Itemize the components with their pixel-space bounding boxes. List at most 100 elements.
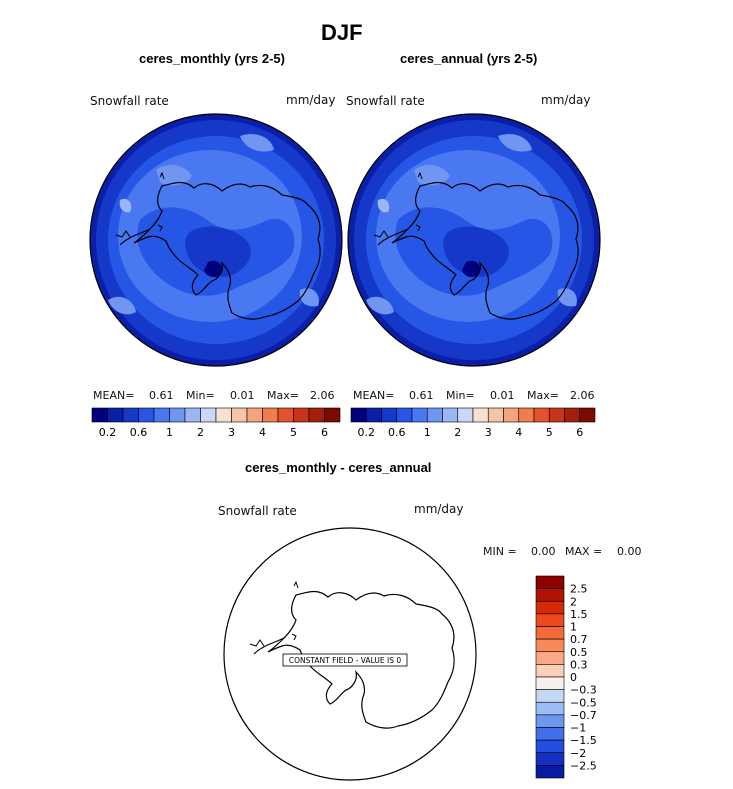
colorbar-swatch [324, 407, 341, 423]
panel-2-max-label: Max= [527, 389, 559, 402]
colorbar-swatch [308, 407, 325, 423]
colorbar-swatch [487, 407, 504, 423]
panel-1-mean-label: MEAN= [93, 389, 135, 402]
colorbar-tick-label: 2 [454, 426, 461, 439]
colorbar-tick-label: 1 [570, 621, 577, 634]
colorbar-swatch [535, 638, 565, 653]
colorbar-swatch [184, 407, 201, 423]
colorbar-swatch [262, 407, 279, 423]
panel-3-max-value: 0.00 [617, 545, 642, 558]
colorbar-swatch [535, 588, 565, 602]
constant-field-annotation: CONSTANT FIELD - VALUE IS 0 [289, 656, 401, 665]
colorbar-swatch [169, 407, 186, 423]
panel-1-units-label: mm/day [286, 93, 336, 107]
panel-3-variable-label: Snowfall rate [218, 504, 297, 518]
panel-1-max-label: Max= [267, 389, 299, 402]
colorbar-swatch [246, 407, 263, 423]
panel-3-map: CONSTANT FIELD - VALUE IS 0 [223, 527, 477, 781]
colorbar-tick-label: 5 [290, 426, 297, 439]
colorbar-swatch [381, 407, 398, 423]
colorbar-swatch [442, 407, 459, 423]
panel-1-min-label: Min= [186, 389, 215, 402]
colorbar-swatch [293, 407, 310, 423]
colorbar-tick-label: 0.6 [130, 426, 148, 439]
colorbar-swatch [535, 739, 565, 754]
colorbar-swatch [122, 407, 139, 423]
colorbar-tick-label: −1 [570, 722, 586, 735]
colorbar-swatch [535, 765, 565, 779]
panel-3-colorbar: 2.521.510.70.50.30−0.3−0.5−0.7−1−1.5−2−2… [535, 575, 597, 779]
colorbar-swatch [535, 664, 565, 678]
colorbar-swatch [535, 676, 565, 690]
colorbar-tick-label: −0.3 [570, 684, 597, 697]
panel-1-title: ceres_monthly (yrs 2-5) [139, 51, 285, 66]
colorbar-swatch [535, 714, 565, 728]
panel-2-variable-label: Snowfall rate [346, 94, 425, 108]
colorbar-swatch [579, 407, 596, 423]
colorbar-swatch [411, 407, 428, 423]
panel-2-max-value: 2.06 [570, 389, 595, 402]
colorbar-tick-label: 4 [515, 426, 522, 439]
colorbar-swatch [535, 752, 565, 766]
colorbar-swatch [564, 407, 581, 423]
colorbar-tick-label: −0.5 [570, 696, 597, 709]
colorbar-swatch [426, 407, 443, 423]
colorbar-swatch [535, 727, 565, 741]
panel-3-max-label: MAX = [565, 545, 603, 558]
colorbar-swatch [277, 407, 294, 423]
colorbar-tick-label: −2 [570, 747, 586, 760]
colorbar-swatch [503, 407, 520, 423]
colorbar-tick-label: 0.2 [99, 426, 117, 439]
colorbar-tick-label: 6 [576, 426, 583, 439]
colorbar-tick-label: 3 [485, 426, 492, 439]
colorbar-swatch [107, 407, 124, 423]
panel-2-colorbar: 0.2 0.6 1 2 3 4 5 6 [350, 407, 596, 439]
panel-3-title: ceres_monthly - ceres_annual [245, 460, 432, 475]
colorbar-tick-label: 1.5 [570, 608, 588, 621]
colorbar-swatch [396, 407, 413, 423]
colorbar-tick-label: −1.5 [570, 734, 597, 747]
colorbar-tick-label: 0.6 [388, 426, 406, 439]
panel-2-title: ceres_annual (yrs 2-5) [400, 51, 538, 66]
colorbar-swatch [535, 613, 565, 627]
colorbar-tick-label: 0.5 [570, 646, 588, 659]
colorbar-swatch [535, 600, 565, 615]
panel-2-units-label: mm/day [541, 93, 591, 107]
constant-field-box [282, 653, 408, 667]
colorbar-swatch [457, 407, 474, 423]
colorbar-swatch [350, 407, 367, 423]
panel-2-min-label: Min= [446, 389, 475, 402]
colorbar-swatch [533, 407, 550, 423]
colorbar-tick-label: 0.7 [570, 633, 588, 646]
colorbar-swatch [535, 689, 565, 703]
colorbar-tick-label: 6 [321, 426, 328, 439]
colorbar-tick-label: 4 [259, 426, 266, 439]
colorbar-tick-label: 2 [197, 426, 204, 439]
colorbar-swatch [472, 407, 489, 423]
panel-1-min-value: 0.01 [230, 389, 255, 402]
colorbar-tick-label: 0.3 [570, 658, 588, 671]
panel-1-map [89, 113, 343, 367]
colorbar-tick-label: 1 [424, 426, 431, 439]
colorbar-swatch [535, 626, 565, 640]
colorbar-swatch [138, 407, 155, 423]
panel-2-mean-label: MEAN= [353, 389, 395, 402]
colorbar-swatch [231, 407, 248, 423]
panel-2-mean-value: 0.61 [409, 389, 434, 402]
colorbar-swatch [91, 407, 108, 423]
colorbar-swatch [153, 407, 170, 423]
colorbar-swatch [535, 651, 565, 665]
panel-2-min-value: 0.01 [490, 389, 515, 402]
figure-title: DJF [321, 20, 363, 45]
panel-1-mean-value: 0.61 [149, 389, 174, 402]
colorbar-tick-label: −2.5 [570, 759, 597, 772]
colorbar-swatch [200, 407, 217, 423]
colorbar-tick-label: −0.7 [570, 709, 597, 722]
colorbar-tick-label: 0.2 [358, 426, 376, 439]
colorbar-tick-label: 5 [546, 426, 553, 439]
colorbar-swatch [535, 701, 565, 716]
panel-2-map [347, 113, 601, 367]
colorbar-swatch [365, 407, 382, 423]
colorbar-tick-label: 3 [228, 426, 235, 439]
